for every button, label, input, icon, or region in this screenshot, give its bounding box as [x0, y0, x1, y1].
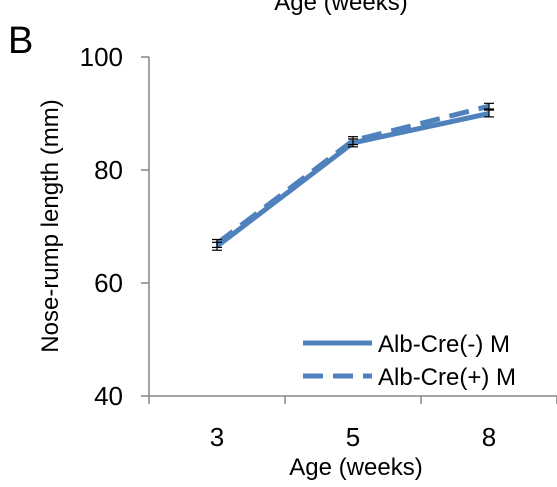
y-tick-label: 60 — [94, 268, 123, 298]
y-tick-label: 40 — [94, 381, 123, 411]
error-bars — [212, 102, 494, 251]
x-tick-label: 3 — [210, 422, 224, 452]
panel-label: B — [8, 20, 33, 62]
series-layer — [215, 103, 490, 249]
x-tick-label: 5 — [346, 422, 360, 452]
series-line-2 — [215, 103, 490, 246]
x-ticks: 3 5 8 — [148, 396, 557, 452]
y-tick-label: 100 — [80, 42, 123, 72]
y-tick-label: 80 — [94, 155, 123, 185]
legend-label-1: Alb-Cre(-) M — [378, 331, 510, 358]
y-ticks: 40 60 80 100 — [80, 42, 149, 411]
x-tick-label: 8 — [482, 422, 496, 452]
series-line-1 — [215, 111, 490, 249]
clipped-xlabel-top: Age (weeks) — [274, 0, 407, 16]
legend: Alb-Cre(-) M Alb-Cre(+) M — [303, 331, 516, 391]
y-axis-title: Nose-rump length (mm) — [37, 99, 64, 352]
legend-label-2: Alb-Cre(+) M — [378, 364, 516, 391]
x-axis-title: Age (weeks) — [289, 454, 422, 481]
